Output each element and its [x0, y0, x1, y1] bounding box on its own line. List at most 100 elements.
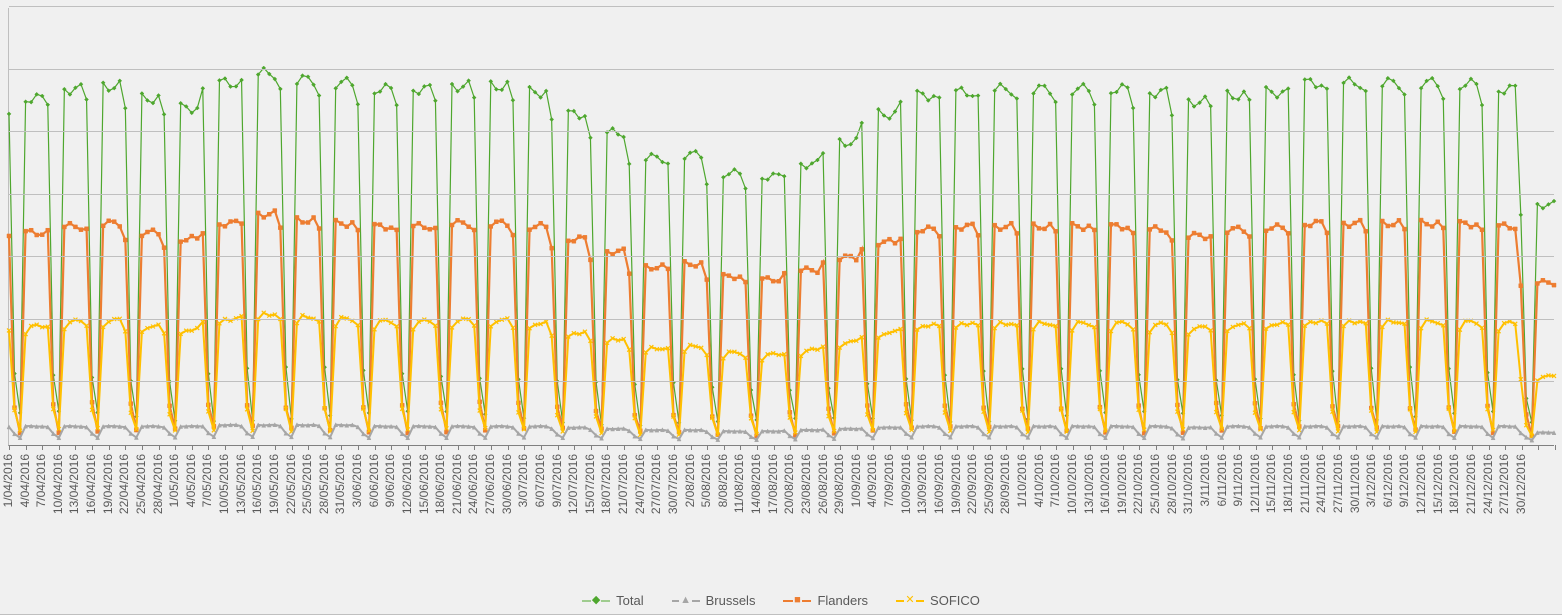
- x-tick-label: 26/08/2016: [816, 454, 830, 514]
- x-tick: [208, 445, 209, 450]
- x-tick: [923, 445, 924, 450]
- x-tick: [1006, 445, 1007, 450]
- x-tick-label: 24/11/2016: [1314, 454, 1328, 513]
- x-tick: [1023, 445, 1024, 450]
- x-axis-labels: 1/04/20164/04/20167/04/201610/04/201613/…: [8, 454, 1554, 574]
- x-tick: [325, 445, 326, 450]
- x-tick-label: 30/07/2016: [666, 454, 680, 514]
- legend-label-total: Total: [616, 593, 643, 608]
- x-tick-label: 12/06/2016: [400, 454, 414, 514]
- series-line-flanders: [9, 211, 1554, 436]
- series-svg: [9, 8, 1554, 445]
- x-tick: [641, 445, 642, 450]
- x-tick-label: 14/08/2016: [749, 454, 763, 514]
- x-tick: [491, 445, 492, 450]
- x-tick-label: 25/09/2016: [982, 454, 996, 514]
- x-tick-label: 15/07/2016: [583, 454, 597, 514]
- x-tick-label: 19/05/2016: [267, 454, 281, 514]
- x-tick: [840, 445, 841, 450]
- x-tick: [1455, 445, 1456, 450]
- x-tick-label: 28/04/2016: [151, 454, 165, 514]
- x-tick-label: 6/11/2016: [1215, 454, 1229, 507]
- x-tick: [1139, 445, 1140, 450]
- x-tick: [26, 445, 27, 450]
- x-tick-label: 27/12/2016: [1497, 454, 1511, 514]
- x-tick-label: 20/08/2016: [782, 454, 796, 514]
- x-tick: [1073, 445, 1074, 450]
- x-tick: [1505, 445, 1506, 450]
- x-tick: [1256, 445, 1257, 450]
- x-tick: [790, 445, 791, 450]
- x-tick: [1289, 445, 1290, 450]
- x-tick-label: 29/08/2016: [832, 454, 846, 514]
- x-tick-label: 16/04/2016: [84, 454, 98, 514]
- x-tick: [990, 445, 991, 450]
- x-tick: [42, 445, 43, 450]
- x-tick: [1173, 445, 1174, 450]
- x-tick-label: 18/06/2016: [433, 454, 447, 514]
- legend-marker-total: ◆: [582, 594, 610, 608]
- x-tick: [873, 445, 874, 450]
- x-tick-label: 21/06/2016: [450, 454, 464, 514]
- x-tick-label: 28/05/2016: [317, 454, 331, 514]
- x-tick: [957, 445, 958, 450]
- x-tick-label: 19/10/2016: [1115, 454, 1129, 514]
- x-tick-label: 15/12/2016: [1431, 454, 1445, 514]
- x-tick: [1123, 445, 1124, 450]
- x-tick: [109, 445, 110, 450]
- x-tick-label: 6/12/2016: [1381, 454, 1395, 507]
- x-tick-label: 6/06/2016: [367, 454, 381, 507]
- x-tick: [159, 445, 160, 450]
- time-series-chart: 1/04/20164/04/20167/04/201610/04/201613/…: [0, 0, 1562, 615]
- x-tick-label: 21/07/2016: [616, 454, 630, 514]
- x-tick-label: 24/06/2016: [466, 454, 480, 514]
- legend-label-brussels: Brussels: [706, 593, 756, 608]
- x-tick: [807, 445, 808, 450]
- x-tick: [391, 445, 392, 450]
- x-tick-label: 23/08/2016: [799, 454, 813, 514]
- x-tick-label: 24/12/2016: [1481, 454, 1495, 514]
- x-tick-label: 19/04/2016: [101, 454, 115, 514]
- x-tick: [408, 445, 409, 450]
- x-tick: [1206, 445, 1207, 450]
- x-tick: [242, 445, 243, 450]
- x-tick: [657, 445, 658, 450]
- x-tick: [691, 445, 692, 450]
- gridline: [9, 69, 1554, 70]
- x-tick-label: 25/10/2016: [1148, 454, 1162, 514]
- x-tick: [624, 445, 625, 450]
- x-tick: [308, 445, 309, 450]
- x-tick-label: 30/06/2016: [500, 454, 514, 514]
- x-tick: [225, 445, 226, 450]
- x-tick-label: 24/07/2016: [633, 454, 647, 514]
- x-tick-label: 6/07/2016: [533, 454, 547, 507]
- x-tick: [1356, 445, 1357, 450]
- gridline: [9, 194, 1554, 195]
- x-tick: [1156, 445, 1157, 450]
- legend-marker-sofico: ✕: [896, 594, 924, 608]
- x-tick: [857, 445, 858, 450]
- x-tick-label: 21/12/2016: [1464, 454, 1478, 514]
- x-tick-label: 9/12/2016: [1397, 454, 1411, 507]
- x-tick: [724, 445, 725, 450]
- x-tick: [1405, 445, 1406, 450]
- x-tick: [1555, 445, 1556, 450]
- x-tick-label: 4/04/2016: [18, 454, 32, 507]
- legend-item-total: ◆ Total: [582, 593, 643, 608]
- x-tick: [1422, 445, 1423, 450]
- x-tick: [558, 445, 559, 450]
- x-tick-label: 28/10/2016: [1165, 454, 1179, 514]
- x-tick: [59, 445, 60, 450]
- x-tick: [1239, 445, 1240, 450]
- x-tick-label: 27/11/2016: [1331, 454, 1345, 513]
- x-tick-label: 3/12/2016: [1364, 454, 1378, 507]
- x-tick: [907, 445, 908, 450]
- x-tick-label: 22/05/2016: [284, 454, 298, 514]
- x-tick: [474, 445, 475, 450]
- x-tick: [757, 445, 758, 450]
- x-tick-label: 8/08/2016: [716, 454, 730, 507]
- x-tick-label: 18/07/2016: [599, 454, 613, 514]
- x-tick: [674, 445, 675, 450]
- x-tick-label: 1/10/2016: [1015, 454, 1029, 507]
- x-tick: [75, 445, 76, 450]
